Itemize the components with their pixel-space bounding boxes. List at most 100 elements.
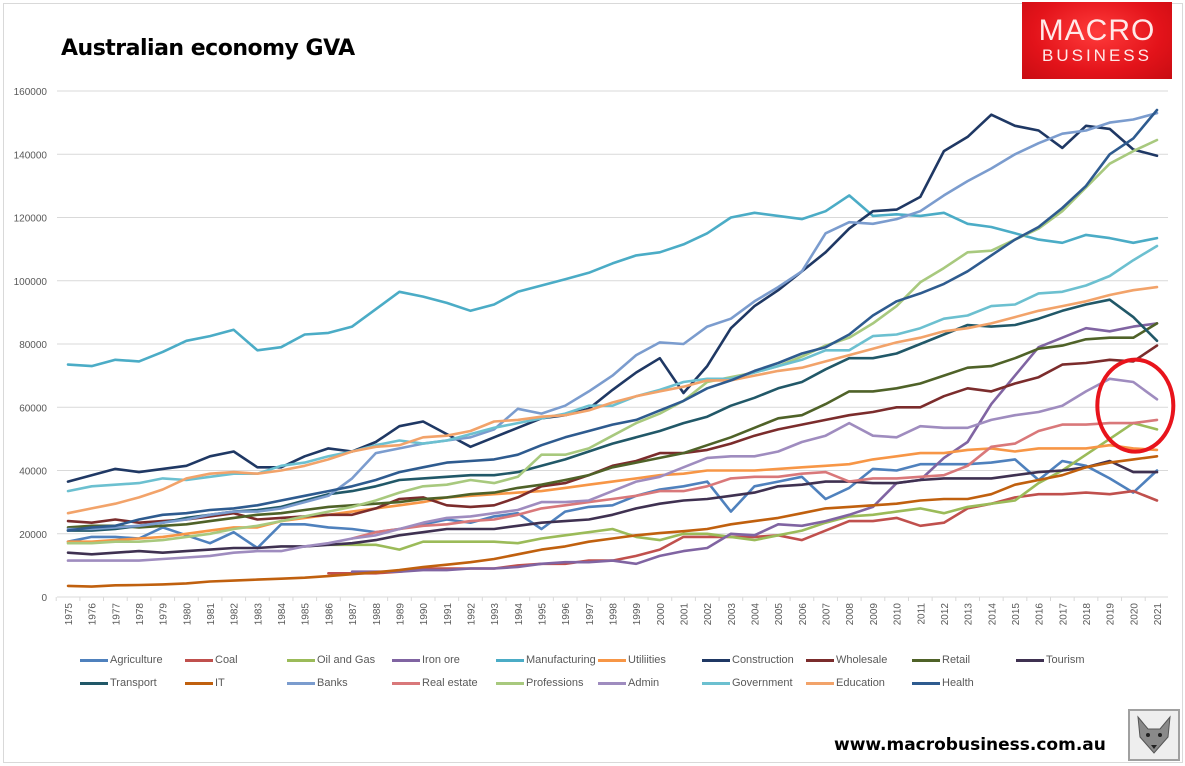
x-tick-label: 2007 (822, 603, 833, 626)
legend-item: IT (185, 677, 225, 689)
x-tick-label: 1995 (537, 603, 548, 626)
x-tick-label: 2001 (680, 603, 691, 626)
legend-swatch (702, 681, 730, 685)
legend-label: Education (836, 677, 885, 689)
x-tick-label: 1979 (159, 603, 170, 626)
footer-url: www.macrobusiness.com.au (834, 735, 1106, 755)
series-line-transport (66, 298, 1159, 532)
legend-label: Banks (317, 677, 348, 689)
legend-swatch (80, 658, 108, 662)
series-line-tourism (66, 459, 1159, 556)
legend-swatch (912, 681, 940, 685)
legend-swatch (806, 681, 834, 685)
x-tick-label: 2014 (987, 603, 998, 626)
x-tick-label: 1989 (395, 603, 406, 626)
x-tick-label: 1998 (609, 603, 620, 626)
legend-item: Education (806, 677, 885, 689)
y-tick-label: 100000 (14, 277, 48, 288)
x-tick-label: 1999 (632, 603, 643, 626)
x-tick-label: 2010 (893, 603, 904, 626)
legend-label: Oil and Gas (317, 654, 376, 666)
legend-item: Real estate (392, 677, 478, 689)
legend-swatch (185, 681, 213, 685)
y-tick-label: 20000 (19, 530, 47, 541)
series-line-oil-and-gas (327, 421, 1159, 551)
series-line-it (66, 455, 1159, 588)
x-tick-label: 1993 (490, 603, 501, 626)
annotation-circle (1095, 357, 1176, 454)
legend-swatch (287, 681, 315, 685)
legend-item: Transport (80, 677, 157, 689)
x-tick-label: 2002 (703, 603, 714, 626)
series-line-wholesale (66, 344, 1159, 524)
series-line-government (66, 244, 1159, 493)
x-tick-label: 1975 (64, 603, 75, 626)
legend-label: Coal (215, 654, 238, 666)
legend-item: Retail (912, 654, 970, 666)
legend-label: Health (942, 677, 974, 689)
y-tick-label: 40000 (19, 467, 47, 478)
legend-label: Manufacturing (526, 654, 596, 666)
x-tick-label: 1980 (182, 603, 193, 626)
legend-swatch (392, 681, 420, 685)
legend-item: Admin (598, 677, 659, 689)
x-tick-label: 1984 (277, 603, 288, 626)
x-tick-label: 2012 (940, 603, 951, 626)
y-tick-label: 80000 (19, 340, 47, 351)
legend-item: Professions (496, 677, 583, 689)
legend-item: Manufacturing (496, 654, 596, 666)
x-tick-label: 2011 (916, 603, 927, 625)
legend-item: Iron ore (392, 654, 460, 666)
legend-label: Iron ore (422, 654, 460, 666)
legend-swatch (185, 658, 213, 662)
legend-swatch (496, 658, 524, 662)
legend-swatch (598, 681, 626, 685)
x-tick-label: 1990 (419, 603, 430, 626)
legend-item: Utiliities (598, 654, 666, 666)
macrobusiness-logo: MACRO BUSINESS (1022, 2, 1172, 79)
x-tick-label: 1991 (443, 603, 454, 626)
y-tick-label: 120000 (14, 214, 48, 225)
legend-label: Tourism (1046, 654, 1085, 666)
x-tick-label: 1992 (466, 603, 477, 626)
x-tick-label: 1981 (206, 603, 217, 626)
legend-swatch (702, 658, 730, 662)
series-line-retail (66, 322, 1159, 529)
x-tick-label: 1986 (324, 603, 335, 626)
x-tick-label: 1982 (230, 603, 241, 626)
series-line-construction (66, 113, 1159, 483)
x-tick-label: 2018 (1082, 603, 1093, 626)
legend-swatch (392, 658, 420, 662)
x-tick-label: 2021 (1153, 603, 1164, 626)
x-tick-label: 2005 (774, 603, 785, 626)
y-tick-label: 0 (41, 593, 47, 604)
chart-frame (3, 3, 1183, 763)
series-line-education (66, 285, 1159, 515)
legend-swatch (806, 658, 834, 662)
x-tick-label: 1987 (348, 603, 359, 626)
legend-item: Banks (287, 677, 348, 689)
x-tick-label: 1978 (135, 603, 146, 626)
x-tick-label: 2004 (751, 603, 762, 626)
series-line-banks (66, 111, 1159, 531)
logo-line2: BUSINESS (1042, 46, 1152, 65)
legend-swatch (912, 658, 940, 662)
legend-swatch (80, 681, 108, 685)
legend-label: Government (732, 677, 793, 689)
x-tick-label: 2006 (798, 603, 809, 626)
x-tick-label: 1994 (514, 603, 525, 626)
legend-label: Construction (732, 654, 794, 666)
series-line-real-estate (350, 418, 1159, 540)
x-tick-label: 1997 (585, 603, 596, 626)
legend-swatch (598, 658, 626, 662)
legend-label: IT (215, 677, 225, 689)
legend-item: Oil and Gas (287, 654, 375, 666)
x-tick-label: 2016 (1035, 603, 1046, 626)
legend-swatch (496, 681, 524, 685)
wolf-logo-icon (1128, 709, 1180, 761)
series-line-health (66, 108, 1159, 532)
x-tick-label: 2017 (1058, 603, 1069, 626)
legend-item: Construction (702, 654, 794, 666)
legend-label: Utiliities (628, 654, 666, 666)
